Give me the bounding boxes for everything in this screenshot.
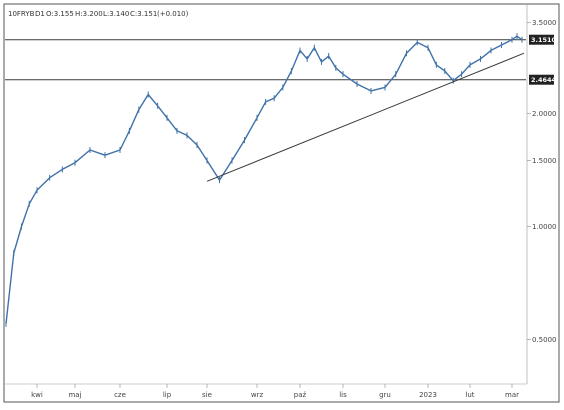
x-tick-label: mar (505, 391, 519, 399)
outer-frame (3, 3, 560, 403)
header-change: (+0.010) (157, 10, 189, 18)
header-symbol: 10FRYB (8, 10, 35, 18)
header-high: H:3.200 (75, 10, 103, 18)
y-tick-label: 2.0000 (532, 110, 557, 118)
price-series (5, 33, 523, 327)
support-resistance-levels (5, 39, 526, 81)
header-close: C:3.151 (130, 10, 157, 18)
x-tick-label: maj (68, 391, 81, 399)
x-tick-label: sie (202, 391, 212, 399)
price-labels: 3.1510 2.4644 (529, 34, 557, 85)
price-label-box (529, 74, 554, 85)
y-tick-label: 0.5000 (532, 336, 557, 344)
header-interval: D1 (35, 10, 45, 18)
x-tick-label: gru (379, 391, 391, 399)
x-tick-label: paź (294, 391, 307, 399)
trendline (206, 52, 525, 182)
y-tick-label: 1.0000 (532, 223, 557, 231)
price-label-box (529, 34, 554, 45)
price-label: 2.4644 (531, 76, 557, 84)
x-tick-label: lip (163, 391, 172, 399)
x-tick-label: lis (339, 391, 347, 399)
x-tick-label: lut (465, 391, 474, 399)
y-tick-label: 1.5000 (532, 157, 557, 165)
header-low: L:3.140 (103, 10, 129, 18)
x-tick-label: 2023 (419, 391, 437, 399)
y-tick-label: 3.5000 (532, 19, 557, 27)
price-axis: 3.5000 2.0000 1.5000 1.0000 0.5000 (527, 19, 557, 344)
price-label: 3.1510 (531, 36, 557, 44)
header-open: O:3.155 (46, 10, 74, 18)
time-axis: kwi maj cze lip sie wrz paź lis gru 2023 lut mar (31, 384, 519, 399)
trendline-group (206, 52, 525, 182)
x-tick-label: kwi (31, 391, 43, 399)
x-tick-label: cze (114, 391, 126, 399)
x-tick-label: wrz (251, 391, 264, 399)
